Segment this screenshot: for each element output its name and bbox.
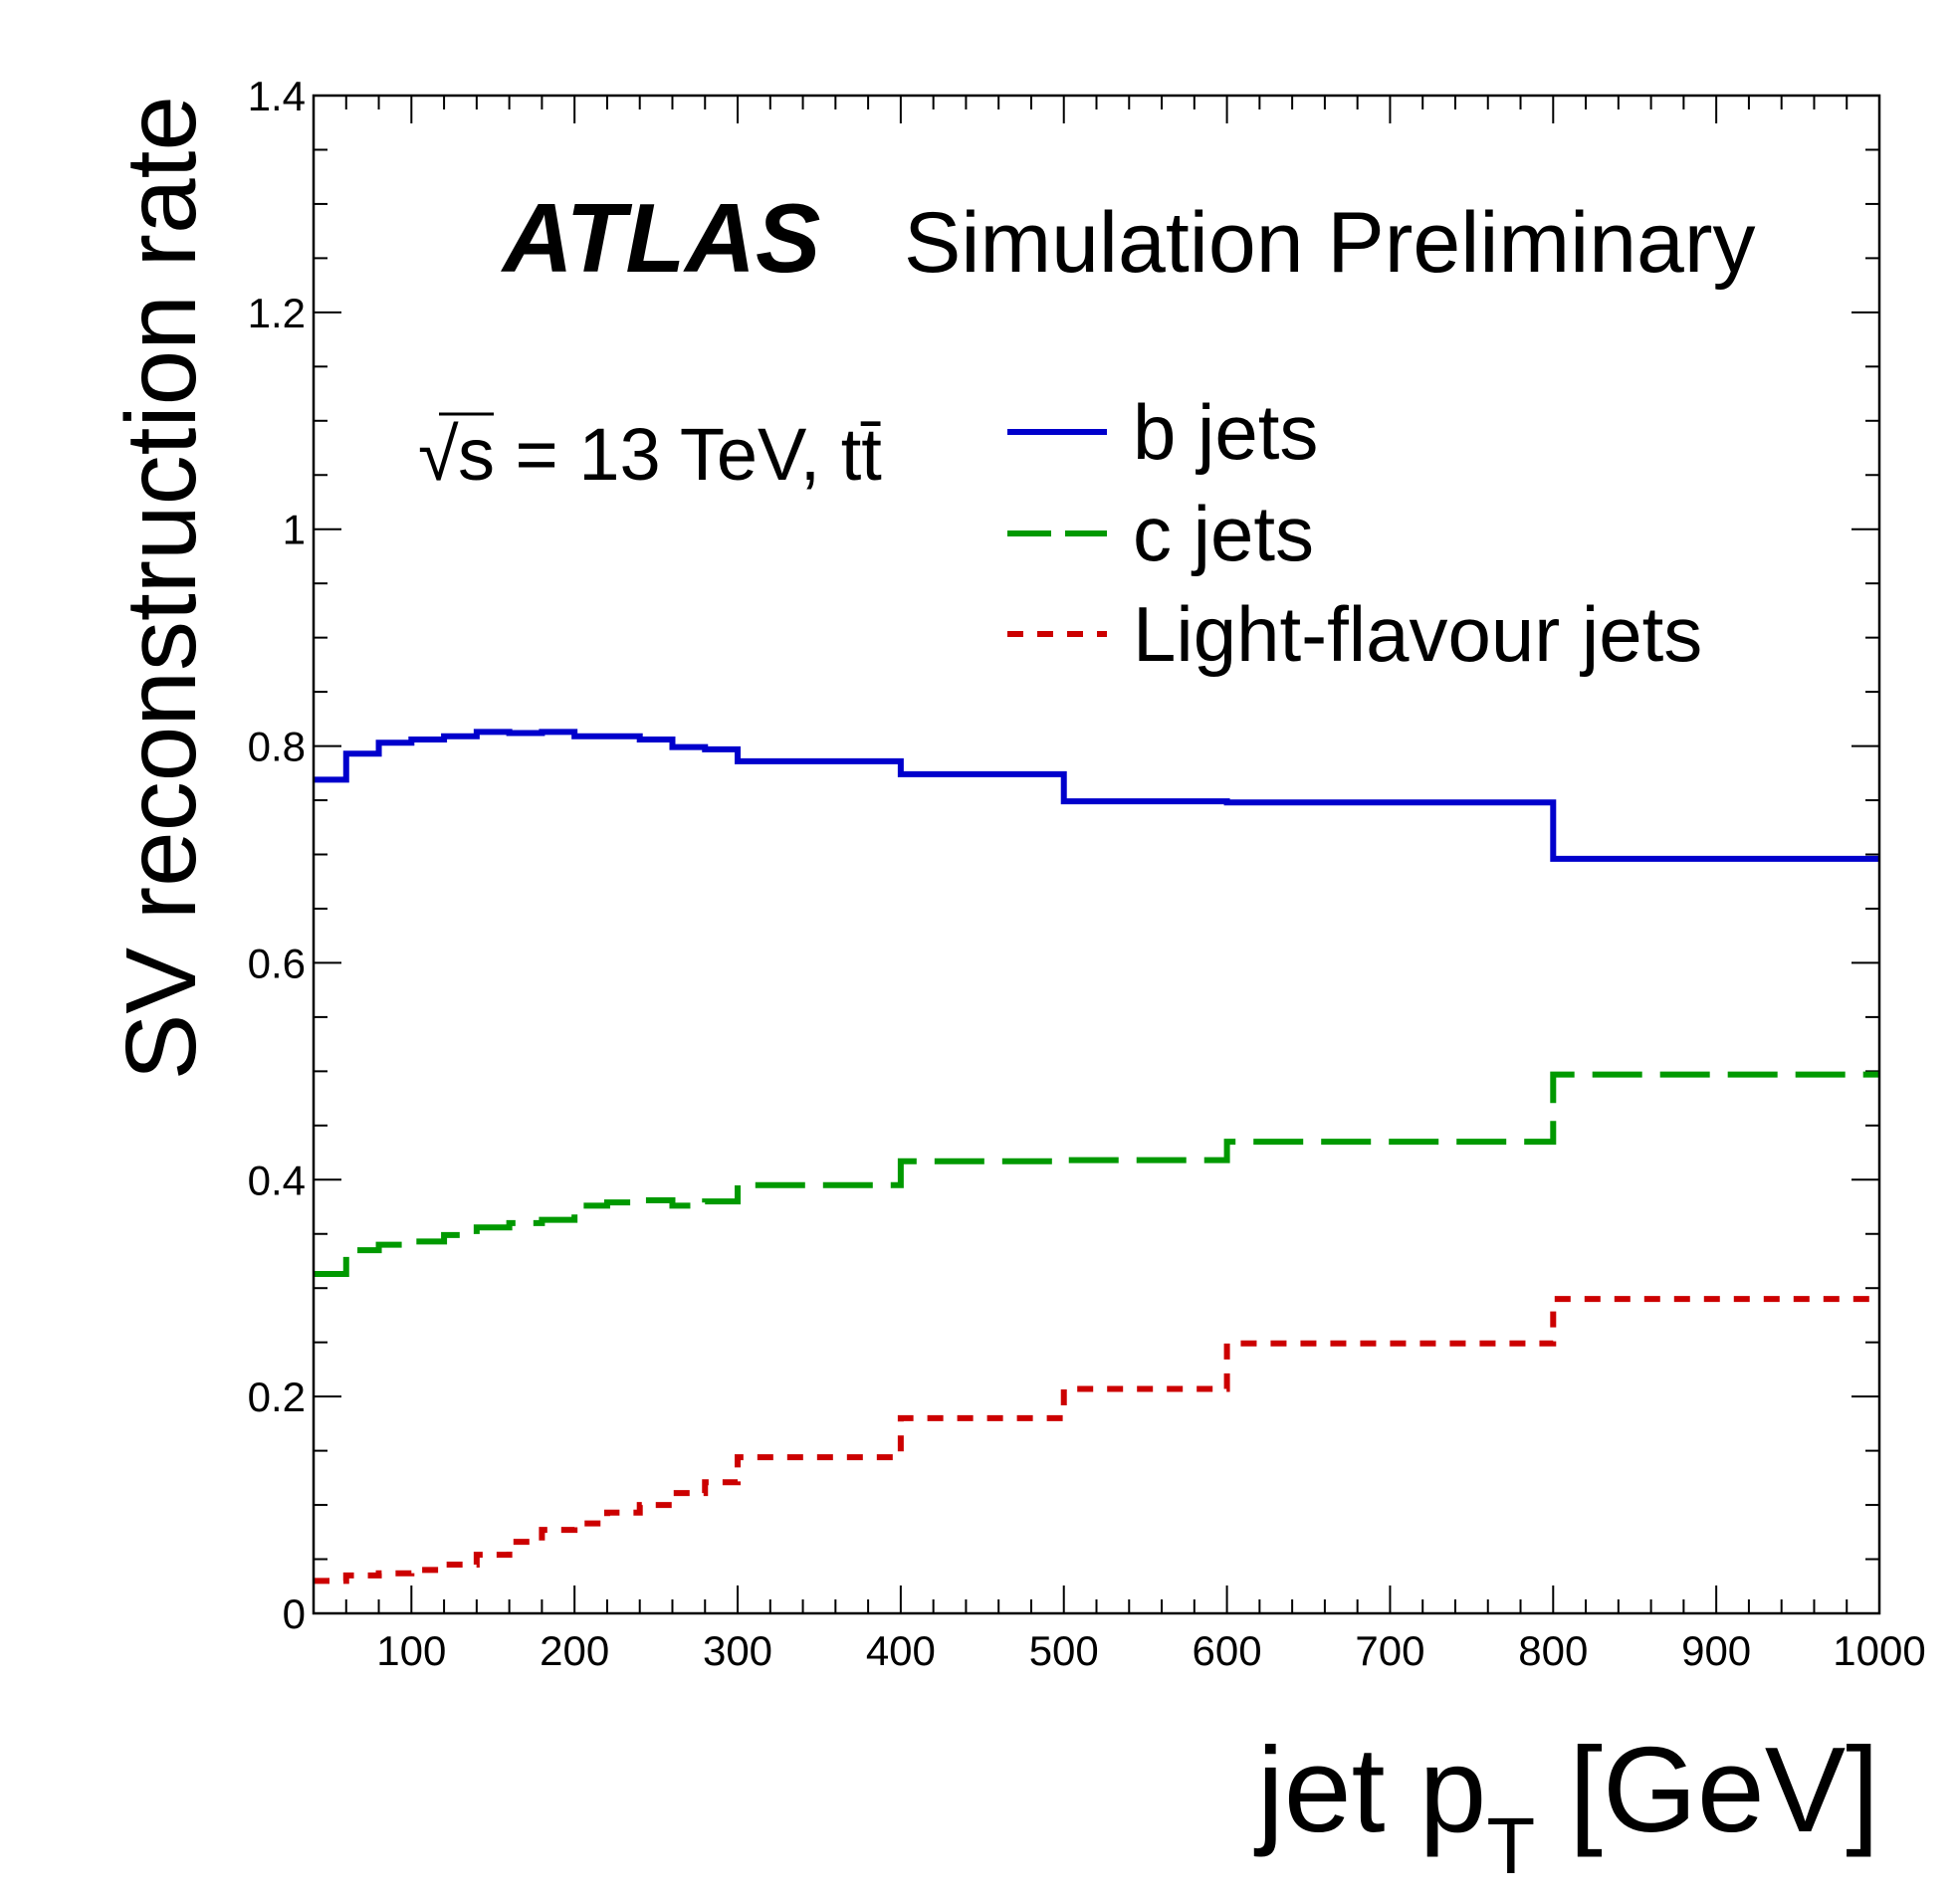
y-tick-label: 1.2 — [248, 290, 306, 336]
legend-label-1: c jets — [1133, 490, 1314, 577]
x-axis-title-subscript: T — [1486, 1801, 1535, 1890]
x-tick-label: 200 — [540, 1627, 609, 1674]
experiment-label: ATLAS — [500, 183, 820, 293]
y-tick-label: 1.4 — [248, 73, 306, 119]
ticks-layer — [313, 95, 1880, 1614]
y-tick-label: 0.4 — [248, 1157, 306, 1203]
plot-frame — [312, 94, 1881, 1615]
y-tick-label: 0.6 — [248, 940, 306, 986]
x-axis-title: jet pT [GeV] — [1254, 1722, 1879, 1890]
x-tick-label: 500 — [1029, 1627, 1099, 1674]
legend: b jets c jets Light-flavour jets — [439, 388, 1702, 678]
x-tick-label: 900 — [1681, 1627, 1751, 1674]
y-axis-title: SV reconstruction rate — [106, 96, 217, 1080]
x-axis-title-main: jet p — [1254, 1722, 1487, 1857]
x-axis-title-unit: [GeV] — [1535, 1722, 1879, 1857]
x-tick-label: 100 — [376, 1627, 446, 1674]
legend-label-0: b jets — [1133, 388, 1318, 476]
energy-annotation: s = 13 TeV, tt̄ — [458, 413, 882, 496]
sqrt-symbol: √ — [418, 413, 459, 496]
series-layer — [314, 729, 1879, 1584]
series-line-1 — [314, 1071, 1879, 1278]
experiment-sublabel: Simulation Preliminary — [904, 195, 1756, 291]
x-tick-label: 800 — [1518, 1627, 1588, 1674]
series-line-0 — [314, 729, 1879, 862]
x-tick-label: 700 — [1355, 1627, 1424, 1674]
x-tick-label: 400 — [866, 1627, 936, 1674]
x-tick-label: 300 — [703, 1627, 772, 1674]
y-tick-label: 0.8 — [248, 724, 306, 770]
tick-labels-layer: 100 200 300 400 500 600 700 800 900 1000 0 0.2 0.4 0.… — [248, 73, 1926, 1674]
legend-label-2: Light-flavour jets — [1133, 590, 1702, 678]
y-tick-label: 0 — [283, 1590, 306, 1637]
y-tick-label: 1 — [283, 507, 306, 553]
x-tick-label: 600 — [1193, 1627, 1262, 1674]
x-tick-label: 1000 — [1833, 1627, 1925, 1674]
y-tick-label: 0.2 — [248, 1373, 306, 1420]
